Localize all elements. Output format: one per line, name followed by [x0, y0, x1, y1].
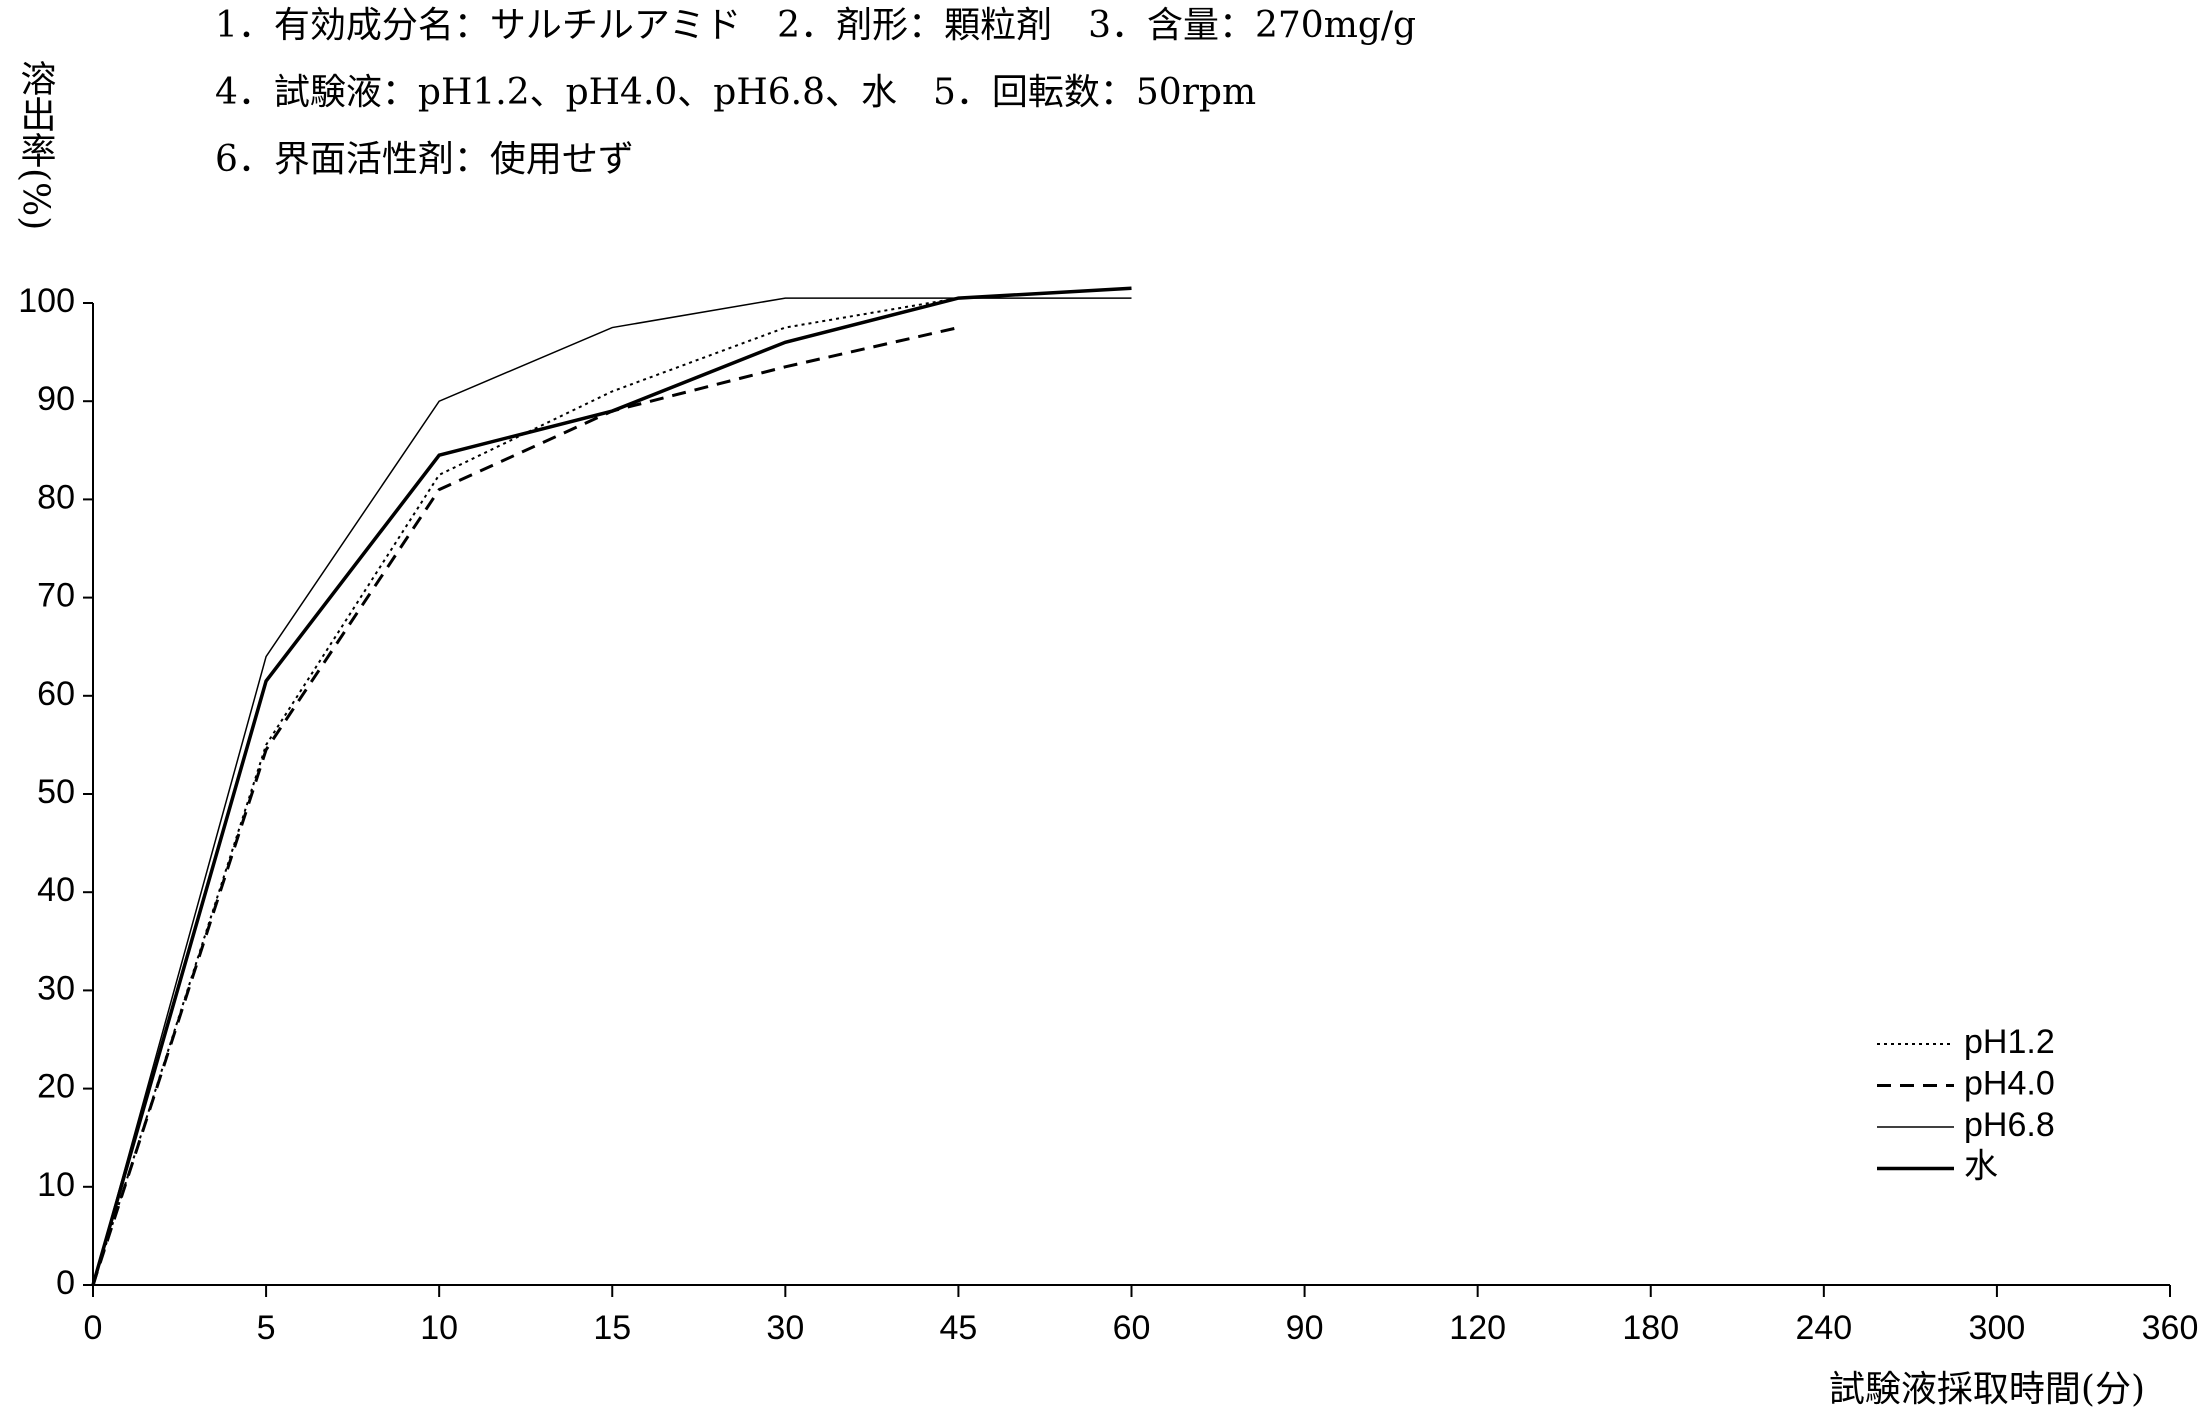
x-tick-label: 30 — [766, 1309, 804, 1347]
legend-label: pH1.2 — [1964, 1023, 2055, 1061]
y-tick-label: 50 — [37, 773, 75, 811]
x-tick-label: 10 — [420, 1309, 458, 1347]
y-tick-label: 80 — [37, 478, 75, 516]
y-tick-label: 0 — [56, 1264, 75, 1302]
header-line: 4．試験液：pH1.2、pH4.0、pH6.8、水 5．回転数：50rpm — [215, 72, 1256, 113]
series-line — [91, 326, 959, 1286]
y-tick-label: 60 — [37, 675, 75, 713]
series-line — [92, 297, 1132, 1286]
y-tick-label: 90 — [37, 380, 75, 418]
y-tick-label: 10 — [37, 1166, 75, 1204]
series-line — [92, 297, 959, 1286]
header-line: 6．界面活性剤：使用せず — [215, 139, 634, 180]
x-tick-label: 120 — [1449, 1309, 1506, 1347]
y-tick-label: 30 — [37, 969, 75, 1007]
y-tick-label: 70 — [37, 577, 75, 615]
x-tick-label: 240 — [1795, 1309, 1852, 1347]
header-line: 1．有効成分名：サルチルアミド 2．剤形：顆粒剤 3．含量：270mg/g — [215, 5, 1416, 46]
x-tick-label: 45 — [940, 1309, 978, 1347]
legend-label: 水 — [1964, 1147, 1998, 1185]
x-tick-label: 15 — [593, 1309, 631, 1347]
x-tick-label: 90 — [1286, 1309, 1324, 1347]
x-axis-label: 試験液採取時間(分) — [1829, 1369, 2145, 1410]
x-tick-label: 5 — [257, 1309, 276, 1347]
x-tick-label: 60 — [1113, 1309, 1151, 1347]
y-axis-label: 溶出率(%) — [15, 60, 56, 231]
y-tick-label: 100 — [18, 282, 75, 320]
x-tick-label: 0 — [84, 1309, 103, 1347]
y-tick-label: 40 — [37, 871, 75, 909]
x-tick-label: 360 — [2142, 1309, 2199, 1347]
x-tick-label: 300 — [1969, 1309, 2026, 1347]
legend-label: pH6.8 — [1964, 1106, 2055, 1144]
x-tick-label: 180 — [1622, 1309, 1679, 1347]
legend-label: pH4.0 — [1964, 1064, 2055, 1102]
y-tick-label: 20 — [37, 1068, 75, 1106]
series-line — [91, 286, 1132, 1286]
